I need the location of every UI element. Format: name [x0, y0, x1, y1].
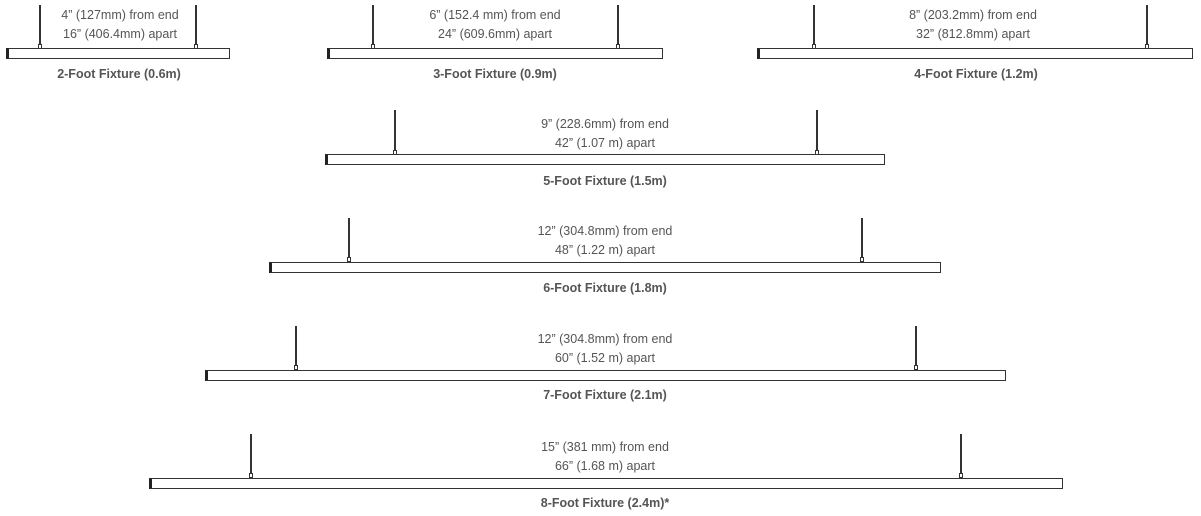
- fixture-bar: [6, 48, 230, 59]
- cable-clip-left: [249, 473, 253, 478]
- suspension-cable-left: [394, 110, 396, 156]
- fixture-bar: [757, 48, 1193, 59]
- apart-text: 24” (609.6mm) apart: [438, 27, 552, 41]
- suspension-cable-right: [816, 110, 818, 156]
- spacing-note: 6” (152.4 mm) from end 24” (609.6mm) apa…: [345, 6, 645, 44]
- fixture-bar: [269, 262, 941, 273]
- suspension-cable-right: [915, 326, 917, 371]
- suspension-cable-right: [960, 434, 962, 479]
- from-end-text: 15” (381 mm) from end: [541, 440, 669, 454]
- spacing-note: 8” (203.2mm) from end 32” (812.8mm) apar…: [823, 6, 1123, 44]
- suspension-cable-right: [617, 5, 619, 50]
- from-end-text: 4” (127mm) from end: [61, 8, 179, 22]
- suspension-cable-left: [250, 434, 252, 479]
- fixture-label: 3-Foot Fixture (0.9m): [433, 67, 557, 81]
- fixture-label: 8-Foot Fixture (2.4m)*: [540, 496, 670, 510]
- apart-text: 66” (1.68 m) apart: [554, 459, 656, 473]
- fixture-label: 6-Foot Fixture (1.8m): [543, 281, 667, 295]
- fixture-bar: [205, 370, 1006, 381]
- apart-text: 48” (1.22 m) apart: [554, 243, 656, 257]
- fixture-label: 5-Foot Fixture (1.5m): [543, 174, 667, 188]
- spacing-note: 4” (127mm) from end 16” (406.4mm) apart: [0, 6, 270, 44]
- fixture-label: 4-Foot Fixture (1.2m): [914, 67, 1038, 81]
- suspension-cable-right: [1146, 5, 1148, 50]
- fixture-bar: [325, 154, 885, 165]
- from-end-text: 6” (152.4 mm) from end: [429, 8, 561, 22]
- suspension-cable-left: [39, 5, 41, 50]
- apart-text: 60” (1.52 m) apart: [554, 351, 656, 365]
- from-end-text: 8” (203.2mm) from end: [909, 8, 1037, 22]
- from-end-text: 12” (304.8mm) from end: [537, 332, 673, 346]
- spacing-note: 12” (304.8mm) from end 60” (1.52 m) apar…: [455, 330, 755, 368]
- fixture-label: 7-Foot Fixture (2.1m): [543, 388, 667, 402]
- spacing-note: 12” (304.8mm) from end 48” (1.22 m) apar…: [455, 222, 755, 260]
- from-end-text: 9” (228.6mm) from end: [541, 117, 669, 131]
- suspension-cable-left: [813, 5, 815, 50]
- apart-text: 16” (406.4mm) apart: [63, 27, 177, 41]
- suspension-cable-right: [195, 5, 197, 50]
- spacing-note: 15” (381 mm) from end 66” (1.68 m) apart: [455, 438, 755, 476]
- suspension-cable-left: [295, 326, 297, 371]
- suspension-cable-left: [372, 5, 374, 50]
- cable-clip-right: [959, 473, 963, 478]
- cable-clip-right: [860, 257, 864, 262]
- cable-clip-left: [347, 257, 351, 262]
- suspension-cable-right: [861, 218, 863, 263]
- from-end-text: 12” (304.8mm) from end: [537, 224, 673, 238]
- fixture-label: 2-Foot Fixture (0.6m): [57, 67, 181, 81]
- apart-text: 32” (812.8mm) apart: [916, 27, 1030, 41]
- apart-text: 42” (1.07 m) apart: [554, 136, 656, 150]
- cable-clip-right: [914, 365, 918, 370]
- spacing-note: 9” (228.6mm) from end 42” (1.07 m) apart: [455, 115, 755, 153]
- fixture-bar: [327, 48, 663, 59]
- fixture-bar: [149, 478, 1063, 489]
- suspension-cable-left: [348, 218, 350, 263]
- cable-clip-left: [294, 365, 298, 370]
